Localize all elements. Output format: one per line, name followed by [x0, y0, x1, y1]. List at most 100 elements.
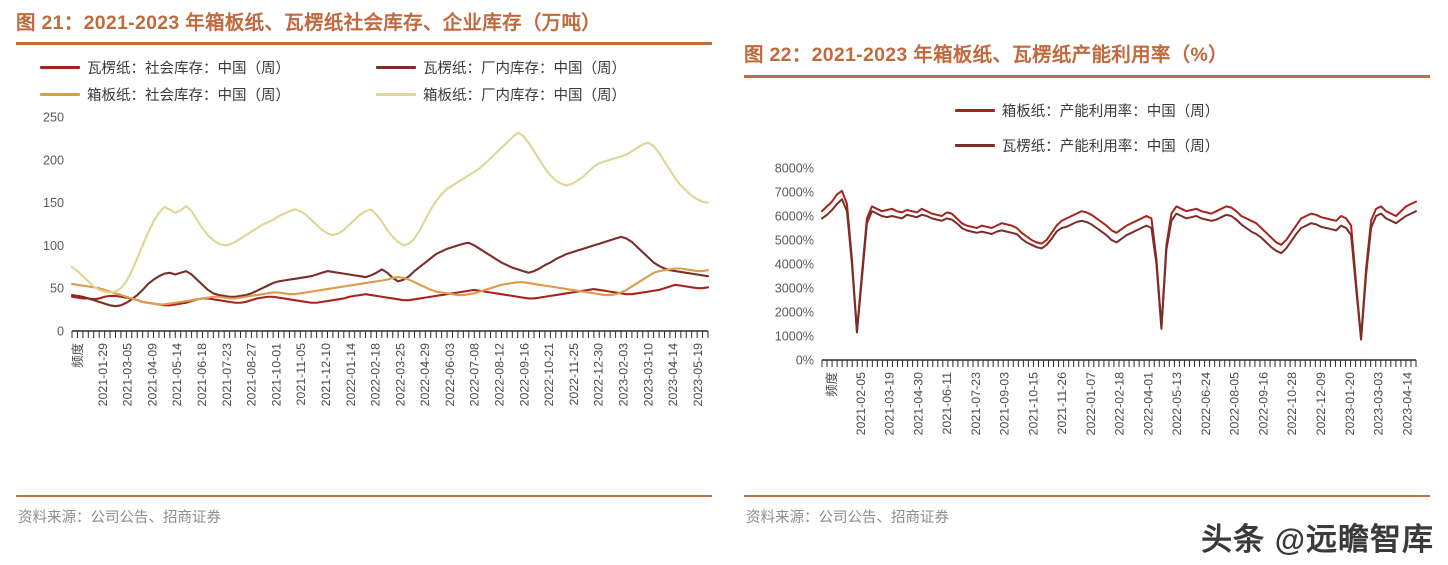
- series-line-0: [70, 283, 710, 306]
- x-axis-frequency-label: 频度: [70, 343, 85, 368]
- x-axis-tick-label: 2021-08-27: [245, 342, 259, 405]
- x-axis-tick-label: 2022-09-16: [1256, 371, 1270, 434]
- legend-item-wlz-social[interactable]: 瓦楞纸：社会库存：中国（周）: [40, 57, 368, 78]
- x-axis-tick-label: 2021-01-29: [96, 342, 110, 405]
- x-axis-tick-label: 2022-02-18: [1113, 371, 1127, 434]
- x-axis-tick-label: 2021-07-23: [220, 342, 234, 405]
- x-axis-tick-label: 2021-11-05: [294, 342, 308, 405]
- legend-swatch-line-icon: [376, 92, 416, 96]
- x-axis-tick-label: 2022-10-28: [1285, 371, 1299, 434]
- y-axis-tick-label: 50: [50, 281, 64, 295]
- legend-swatch-line-icon: [40, 65, 80, 69]
- x-axis-tick-label: 2023-04-14: [666, 342, 680, 405]
- legend-label: 瓦楞纸：产能利用率：中国（周）: [1001, 138, 1220, 155]
- x-axis-tick-label: 2021-10-01: [269, 342, 283, 405]
- x-axis-tick-label: 2021-02-05: [854, 371, 868, 434]
- x-axis-tick-label: 2022-01-07: [1084, 371, 1098, 434]
- legend-item-wlz-plant[interactable]: 瓦楞纸：厂内库存：中国（周）: [376, 57, 704, 78]
- x-axis-tick-label: 2023-03-10: [641, 342, 655, 405]
- series-line-2: [70, 266, 710, 306]
- legend-swatch-line-icon: [376, 65, 416, 69]
- figure-21-footer-divider: [16, 494, 712, 497]
- x-axis-tick-label: 2023-02-03: [617, 342, 631, 405]
- figure-21-legend: 瓦楞纸：社会库存：中国（周） 瓦楞纸：厂内库存：中国（周） 箱板纸：社会库存：中…: [16, 57, 712, 105]
- figure-22-legend: 箱板纸：产能利用率：中国（周） 瓦楞纸：产能利用率：中国（周）: [744, 100, 1430, 156]
- x-axis-tick-label: 2022-07-08: [468, 342, 482, 405]
- x-axis-tick-label: 2023-05-19: [691, 342, 705, 405]
- legend-swatch-line-icon: [954, 108, 995, 112]
- x-axis-tick-label: 2021-04-09: [145, 342, 159, 405]
- series-line-1: [70, 235, 710, 307]
- y-axis-tick-label: 0%: [796, 353, 814, 367]
- figure-22-title: 图 22：2021-2023 年箱板纸、瓦楞纸产能利用率（%）: [744, 44, 1228, 66]
- figure-22-title-divider: [744, 75, 1430, 78]
- x-axis-tick-label: 2021-12-10: [319, 342, 333, 405]
- figure-21-footer: 资料来源：公司公告、招商证券: [16, 494, 712, 528]
- legend-item-xbz-social[interactable]: 箱板纸：社会库存：中国（周）: [40, 84, 368, 105]
- figure-22-source: 资料来源：公司公告、招商证券: [746, 510, 949, 526]
- x-axis-tick-label: 2021-05-14: [170, 342, 184, 405]
- series-line-1: [821, 197, 1417, 341]
- x-axis-tick-label: 2022-08-05: [1228, 371, 1242, 434]
- x-axis-tick-label: 2022-06-03: [443, 342, 457, 405]
- figure-21-svg: 0 50 100 150 200 250 频度 2021-01-29 2021-03-05 202…: [43, 110, 710, 406]
- series-line-3: [70, 130, 710, 294]
- figure-21-source: 资料来源：公司公告、招商证券: [18, 510, 221, 526]
- x-axis-tick-label: 2022-02-18: [369, 342, 383, 405]
- y-axis-tick-label: 1000%: [775, 329, 814, 343]
- x-axis-tick-label: 2021-07-23: [969, 371, 983, 434]
- x-axis-tick-label: 2022-01-14: [344, 342, 358, 405]
- figure-21-panel: 图 21：2021-2023 年箱板纸、瓦楞纸社会库存、企业库存（万吨） 瓦楞纸…: [16, 12, 712, 528]
- legend-item-wlz-utilization[interactable]: 瓦楞纸：产能利用率：中国（周）: [954, 135, 1220, 156]
- x-axis-tick-label: 2022-05-13: [1170, 371, 1184, 434]
- x-axis-tick-label: 2023-01-20: [1343, 371, 1357, 434]
- y-axis-tick-label: 4000%: [775, 257, 814, 271]
- figure-22-panel: 图 22：2021-2023 年箱板纸、瓦楞纸产能利用率（%） 箱板纸：产能利用…: [730, 0, 1448, 565]
- y-axis-tick-label: 100: [43, 238, 64, 252]
- figure-22-footer-divider: [744, 494, 1430, 497]
- legend-swatch-line-icon: [40, 92, 80, 96]
- figure-21-title-divider: [16, 42, 712, 45]
- x-axis-frequency-label: 频度: [824, 372, 839, 397]
- x-axis-tick-label: 2022-06-24: [1199, 371, 1213, 434]
- legend-label: 瓦楞纸：厂内库存：中国（周）: [423, 60, 626, 77]
- legend-item-xbz-plant[interactable]: 箱板纸：厂内库存：中国（周）: [376, 84, 704, 105]
- legend-label: 瓦楞纸：社会库存：中国（周）: [87, 60, 290, 77]
- y-axis-tick-label: 7000%: [775, 185, 814, 199]
- figure-21-title: 图 21：2021-2023 年箱板纸、瓦楞纸社会库存、企业库存（万吨）: [16, 12, 602, 34]
- series-line-0: [821, 189, 1417, 339]
- x-axis-tick-label: 2022-09-16: [517, 342, 531, 405]
- x-axis-tick-label: 2022-04-01: [1141, 371, 1155, 434]
- figure-22-plot: 0% 1000% 2000% 3000% 4000% 5000% 6000% 7000% 800…: [744, 160, 1430, 480]
- x-axis-tick-label: 2022-12-30: [592, 342, 606, 405]
- x-axis-tick-label: 2021-03-19: [883, 371, 897, 434]
- x-axis-tick-label: 2021-09-03: [998, 371, 1012, 434]
- x-axis-tick-label: 2023-03-03: [1372, 371, 1386, 434]
- y-axis-tick-label: 6000%: [775, 209, 814, 223]
- legend-label: 箱板纸：厂内库存：中国（周）: [423, 87, 626, 104]
- legend-swatch-line-icon: [954, 143, 995, 147]
- x-axis-tick-label: 2022-04-29: [418, 342, 432, 405]
- x-axis-tick-label: 2022-11-25: [567, 342, 581, 405]
- x-axis-tick-label: 2021-06-11: [940, 371, 954, 434]
- legend-label: 箱板纸：产能利用率：中国（周）: [1001, 103, 1220, 120]
- figure-22-footer: 资料来源：公司公告、招商证券: [744, 494, 1430, 528]
- y-axis-tick-label: 5000%: [775, 233, 814, 247]
- x-axis-tick-label: 2023-04-14: [1400, 371, 1414, 434]
- figure-22-svg: 0% 1000% 2000% 3000% 4000% 5000% 6000% 7000% 800…: [775, 161, 1417, 435]
- y-axis-tick-label: 3000%: [775, 281, 814, 295]
- x-axis-tick-label: 2022-10-21: [542, 342, 556, 405]
- y-axis-tick-label: 250: [43, 110, 64, 124]
- x-axis-tick-label: 2021-06-18: [195, 342, 209, 405]
- x-axis-tick-label: 2021-11-26: [1055, 371, 1069, 434]
- x-axis-tick-label: 2022-03-25: [393, 342, 407, 405]
- x-axis-tick-label: 2021-04-30: [911, 371, 925, 434]
- y-axis-tick-label: 8000%: [775, 161, 814, 175]
- y-axis-tick-label: 200: [43, 153, 64, 167]
- x-axis-tick-label: 2021-03-05: [121, 342, 135, 405]
- legend-item-xbz-utilization[interactable]: 箱板纸：产能利用率：中国（周）: [954, 100, 1220, 121]
- y-axis-tick-label: 0: [57, 324, 64, 338]
- y-axis-tick-label: 150: [43, 196, 64, 210]
- watermark: 头条 @远瞻智库: [1201, 522, 1434, 557]
